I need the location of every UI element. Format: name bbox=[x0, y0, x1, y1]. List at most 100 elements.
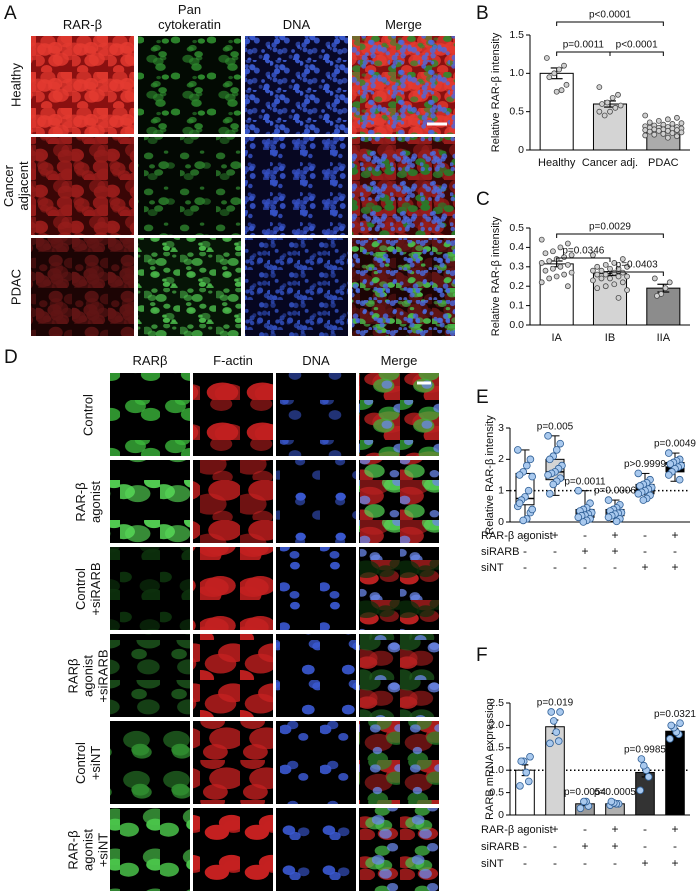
data-point bbox=[544, 471, 552, 479]
data-point bbox=[526, 455, 535, 464]
y-tick-label: 0.5 bbox=[489, 786, 504, 798]
condition-mark: - bbox=[523, 856, 527, 870]
data-point bbox=[522, 768, 531, 777]
column-header: DNA bbox=[302, 353, 330, 368]
micrograph bbox=[245, 137, 348, 235]
column-header: RAR-β bbox=[62, 17, 103, 32]
condition-mark: - bbox=[643, 822, 647, 836]
condition-mark: - bbox=[523, 528, 527, 542]
data-point bbox=[576, 804, 585, 813]
p-value: p=0.0011 bbox=[564, 476, 606, 487]
data-point bbox=[594, 263, 601, 270]
data-point bbox=[563, 81, 570, 88]
data-point bbox=[524, 777, 533, 786]
data-point bbox=[674, 133, 680, 140]
data-point bbox=[556, 66, 563, 73]
data-point bbox=[655, 117, 662, 124]
micrograph bbox=[193, 547, 273, 630]
data-point bbox=[607, 797, 616, 806]
condition-mark: - bbox=[523, 822, 527, 836]
micrograph bbox=[245, 36, 348, 134]
data-point bbox=[674, 127, 680, 133]
y-axis-label: Relative RAR-β intensity bbox=[484, 415, 496, 535]
micrograph bbox=[110, 721, 190, 804]
data-point bbox=[609, 94, 616, 101]
data-point bbox=[564, 283, 571, 290]
data-point bbox=[664, 134, 671, 141]
data-point bbox=[666, 460, 675, 468]
micrograph bbox=[110, 460, 190, 543]
x-tick-label: IIA bbox=[657, 332, 671, 344]
data-point bbox=[602, 283, 609, 290]
micrograph bbox=[276, 460, 356, 543]
bracket bbox=[556, 233, 664, 238]
panel-letter: D bbox=[4, 347, 18, 368]
p-value: p=0.0011 bbox=[563, 40, 605, 51]
data-point bbox=[642, 112, 649, 119]
micrograph bbox=[359, 373, 439, 456]
bracket bbox=[609, 51, 664, 56]
data-point bbox=[619, 279, 626, 286]
p-value: p<0.0001 bbox=[589, 10, 631, 21]
data-point bbox=[545, 489, 554, 498]
data-point bbox=[615, 265, 622, 272]
micrograph bbox=[138, 36, 241, 134]
data-point bbox=[528, 472, 536, 481]
data-point bbox=[624, 287, 630, 293]
data-point bbox=[598, 267, 605, 274]
condition-label: siRARB bbox=[481, 841, 520, 853]
data-point bbox=[619, 269, 626, 276]
data-point bbox=[544, 432, 552, 440]
row-label: PDAC bbox=[8, 268, 24, 306]
data-point bbox=[596, 84, 603, 91]
data-point bbox=[664, 127, 671, 134]
condition-label: RAR-β agonist bbox=[481, 824, 553, 836]
data-point bbox=[678, 120, 685, 127]
data-point bbox=[644, 773, 653, 781]
p-value: p=0.0321 bbox=[654, 709, 696, 720]
y-tick-label: 1.0 bbox=[489, 764, 504, 776]
data-point bbox=[607, 265, 613, 272]
data-point bbox=[636, 786, 644, 795]
data-point bbox=[513, 446, 522, 454]
micrograph bbox=[138, 238, 241, 336]
row-label: Control +siNT bbox=[73, 741, 103, 784]
data-point bbox=[564, 261, 571, 268]
condition-mark: - bbox=[613, 856, 617, 870]
y-tick-label: 0.0 bbox=[509, 319, 524, 331]
data-point bbox=[667, 721, 676, 730]
data-point bbox=[552, 446, 561, 454]
condition-mark: + bbox=[611, 544, 618, 558]
data-point bbox=[519, 516, 527, 525]
data-point bbox=[574, 486, 583, 495]
data-point bbox=[651, 275, 658, 282]
p-value: p>0.9999 bbox=[624, 459, 666, 470]
data-point bbox=[654, 292, 660, 299]
micrograph bbox=[138, 137, 241, 235]
data-point bbox=[619, 256, 626, 262]
p-value: p=0.0049 bbox=[654, 439, 696, 450]
data-point bbox=[646, 128, 653, 135]
condition-mark: - bbox=[523, 839, 527, 853]
data-point bbox=[637, 755, 646, 763]
data-point bbox=[561, 271, 568, 278]
data-point bbox=[546, 74, 553, 81]
column-header: Merge bbox=[385, 17, 422, 32]
micrograph bbox=[276, 634, 356, 717]
data-point bbox=[596, 108, 603, 115]
micrograph bbox=[31, 137, 134, 235]
bracket bbox=[609, 271, 664, 276]
row-label: Cancer adjacent bbox=[1, 161, 31, 211]
condition-label: siNT bbox=[481, 858, 504, 870]
data-point bbox=[615, 294, 622, 301]
p-value: p=0.0054 bbox=[564, 787, 606, 798]
x-tick-label: IB bbox=[605, 332, 615, 344]
condition-mark: + bbox=[641, 856, 648, 870]
condition-mark: - bbox=[643, 839, 647, 853]
micrograph bbox=[276, 547, 356, 630]
data-point bbox=[524, 486, 533, 495]
data-point bbox=[617, 102, 624, 109]
data-point bbox=[526, 752, 534, 761]
data-point bbox=[612, 104, 619, 111]
